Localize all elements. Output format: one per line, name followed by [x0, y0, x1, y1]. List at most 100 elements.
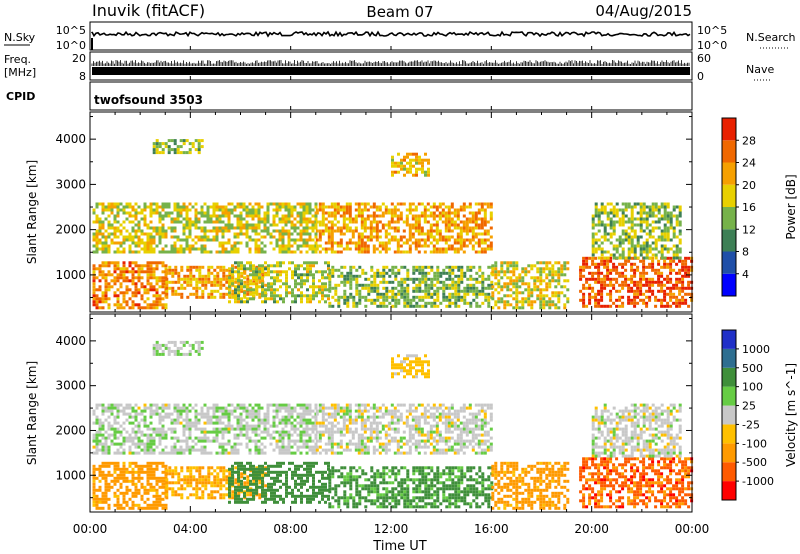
- heatmap-cell: [231, 496, 235, 500]
- heatmap-cell: [92, 503, 96, 507]
- heatmap-cell: [252, 273, 255, 277]
- heatmap-cell: [143, 424, 147, 428]
- heatmap-cell: [478, 265, 482, 269]
- heatmap-cell: [203, 421, 207, 425]
- heatmap-cell: [255, 485, 258, 489]
- heatmap-cell: [621, 202, 625, 206]
- heatmap-cell: [435, 247, 439, 251]
- heatmap-cell: [648, 214, 652, 218]
- heatmap-cell: [469, 286, 473, 290]
- heatmap-cell: [475, 286, 479, 290]
- heatmap-cell: [164, 202, 168, 206]
- heatmap-cell: [376, 286, 380, 290]
- heatmap-cell: [92, 436, 96, 440]
- heatmap-cell: [113, 220, 117, 224]
- heatmap-cell: [116, 261, 120, 265]
- heatmap-cell: [197, 145, 201, 149]
- heatmap-cell: [236, 226, 240, 230]
- heatmap-cell: [200, 430, 204, 434]
- heatmap-cell: [309, 461, 312, 465]
- heatmap-cell: [272, 214, 276, 218]
- heatmap-cell: [426, 235, 430, 239]
- heatmap-cell: [180, 487, 184, 491]
- heatmap-cell: [291, 276, 294, 280]
- heatmap-cell: [158, 479, 162, 483]
- heatmap-cell: [152, 403, 156, 407]
- heatmap-cell: [609, 298, 613, 302]
- heatmap-cell: [122, 291, 126, 295]
- heatmap-cell: [630, 244, 634, 248]
- heatmap-cell: [113, 470, 117, 474]
- heatmap-cell: [149, 208, 153, 212]
- heatmap-cell: [221, 241, 225, 245]
- heatmap-cell: [588, 286, 592, 290]
- heatmap-cell: [563, 294, 567, 298]
- heatmap-cell: [447, 214, 451, 218]
- heatmap-cell: [411, 208, 415, 212]
- heatmap-cell: [237, 467, 240, 471]
- heatmap-cell: [152, 306, 156, 310]
- heatmap-cell: [603, 223, 607, 227]
- heatmap-cell: [636, 283, 640, 287]
- heatmap-cell: [113, 503, 117, 507]
- heatmap-cell: [252, 470, 255, 474]
- heatmap-cell: [92, 208, 96, 212]
- heatmap-cell: [221, 247, 225, 251]
- heatmap-cell: [174, 268, 178, 272]
- heatmap-cell: [390, 217, 394, 221]
- heatmap-cell: [116, 273, 120, 277]
- heatmap-cell: [308, 244, 312, 248]
- heatmap-cell: [152, 267, 156, 271]
- heatmap-cell: [408, 235, 412, 239]
- heatmap-cell: [660, 202, 664, 206]
- heatmap-cell: [213, 490, 217, 494]
- heatmap-cell: [167, 151, 171, 155]
- heatmap-cell: [113, 229, 117, 233]
- heatmap-cell: [125, 436, 129, 440]
- heatmap-cell: [188, 223, 192, 227]
- heatmap-cell: [281, 247, 285, 251]
- heatmap-cell: [444, 247, 448, 251]
- heatmap-cell: [194, 241, 198, 245]
- heatmap-cell: [104, 406, 108, 410]
- heatmap-cell: [290, 220, 294, 224]
- heatmap-cell: [104, 273, 108, 277]
- heatmap-cell: [225, 286, 229, 290]
- heatmap-cell: [92, 288, 96, 292]
- heatmap-cell: [174, 466, 178, 470]
- heatmap-cell: [131, 279, 135, 283]
- heatmap-cell: [182, 202, 186, 206]
- heatmap-cell: [203, 433, 207, 437]
- heatmap-cell: [403, 164, 406, 168]
- heatmap-cell: [276, 300, 279, 304]
- heatmap-cell: [179, 409, 183, 413]
- heatmap-cell: [409, 277, 413, 281]
- heatmap-cell: [415, 301, 419, 305]
- heatmap-cell: [460, 289, 464, 293]
- heatmap-cell: [648, 250, 652, 254]
- heatmap-cell: [171, 271, 175, 275]
- heatmap-cell: [600, 223, 604, 227]
- heatmap-cell: [315, 261, 318, 265]
- heatmap-cell: [339, 214, 343, 218]
- heatmap-cell: [530, 276, 534, 280]
- heatmap-cell: [603, 280, 607, 284]
- heatmap-cell: [328, 277, 332, 281]
- heatmap-cell: [506, 264, 510, 268]
- heatmap-cell: [466, 301, 470, 305]
- heatmap-cell: [191, 244, 195, 248]
- heatmap-cell: [481, 271, 485, 275]
- heatmap-cell: [358, 292, 362, 296]
- heatmap-cell: [182, 409, 186, 413]
- heatmap-cell: [276, 479, 279, 483]
- heatmap-cell: [515, 261, 519, 265]
- heatmap-cell: [209, 439, 213, 443]
- heatmap-cell: [191, 145, 195, 149]
- heatmap-cell: [339, 229, 343, 233]
- heatmap-cell: [420, 211, 424, 215]
- heatmap-cell: [206, 412, 210, 416]
- heatmap-cell: [276, 261, 279, 265]
- heatmap-cell: [185, 406, 189, 410]
- heatmap-cell: [237, 273, 240, 277]
- heatmap-cell: [258, 280, 262, 284]
